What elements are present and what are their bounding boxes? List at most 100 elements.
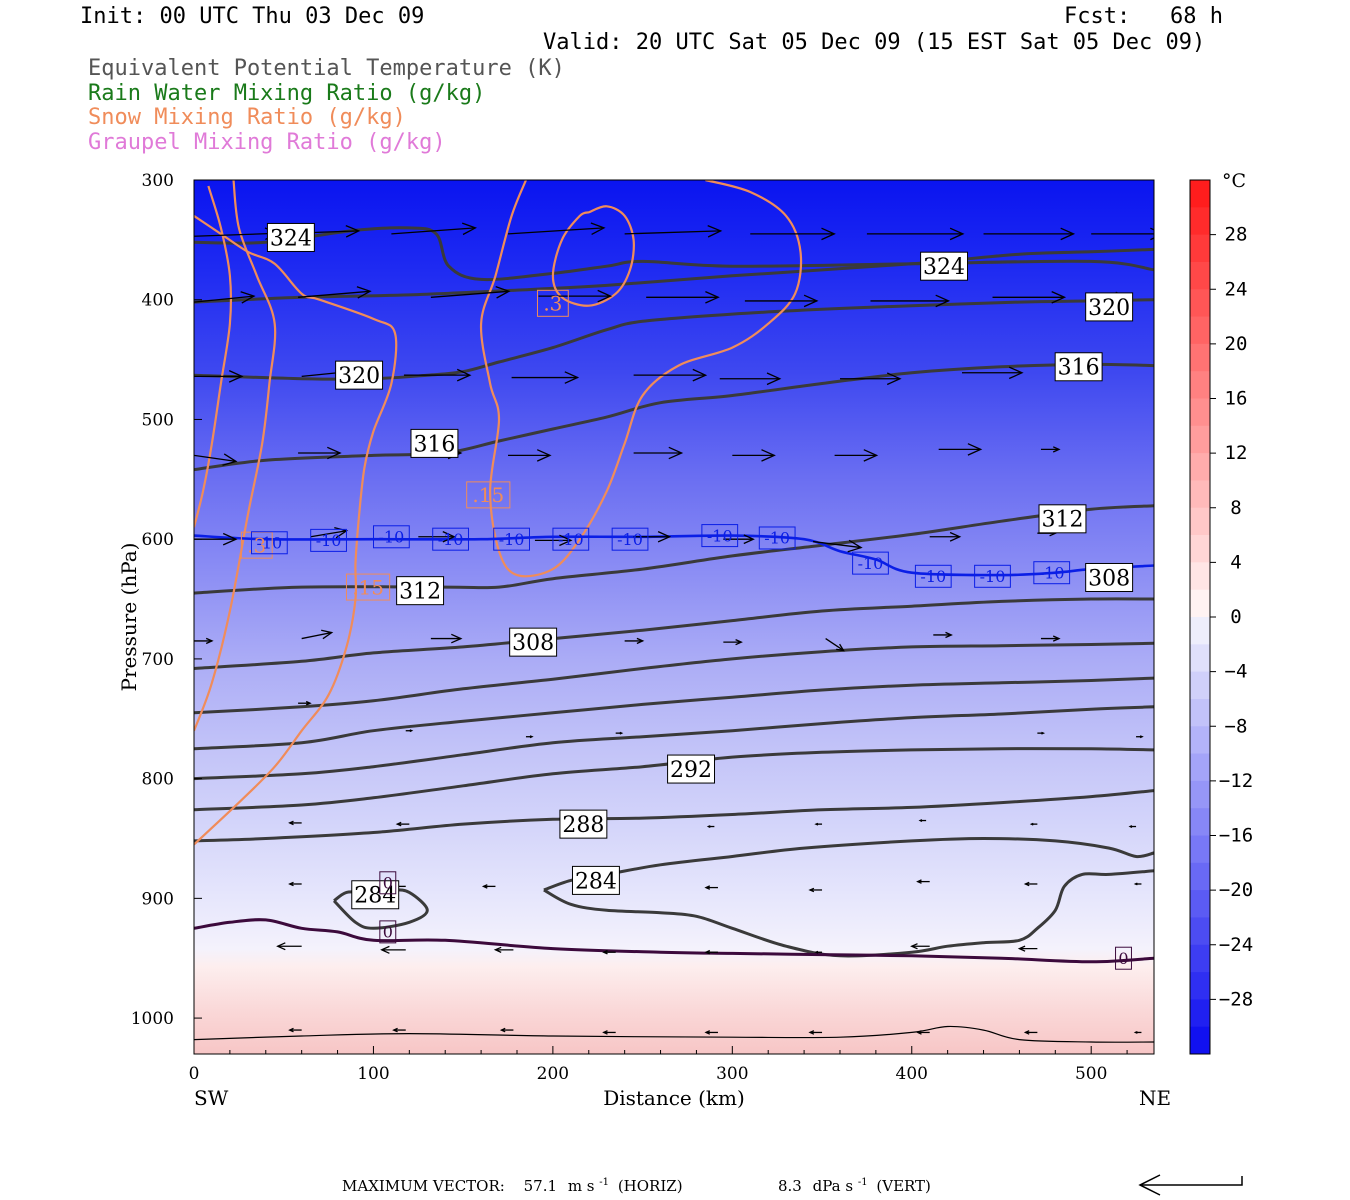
wind-vector-head [704, 1030, 711, 1035]
wind-vector [624, 224, 723, 238]
wind-vector-head [814, 950, 819, 954]
y-tick-label: 800 [142, 770, 174, 790]
valid-time: Valid: 20 UTC Sat 05 Dec 09 (15 EST Sat … [543, 30, 1206, 55]
theta-e-contour-288 [194, 789, 1154, 843]
colorbar-tick-label: 12 [1225, 442, 1248, 464]
wind-vector-head [288, 820, 294, 826]
wind-vector-head [636, 637, 645, 645]
theta-e-label-box [559, 809, 608, 839]
wind-vector [812, 539, 863, 553]
wind-vector [430, 285, 511, 299]
wind-vector [1128, 825, 1137, 828]
snow-label-text: .15 [472, 483, 504, 507]
wind-vector [723, 534, 755, 545]
vert-exp: -1 [858, 1177, 868, 1188]
colorbar-bin [1190, 917, 1210, 946]
x-left-label: SW [194, 1086, 229, 1110]
wind-vector [602, 949, 616, 955]
wind-vector-head [456, 368, 472, 382]
wind-vector-head [935, 294, 951, 308]
isotherm-label: -10 [758, 526, 796, 550]
wind-vector-head [945, 631, 953, 639]
wind-vector [194, 291, 256, 304]
isotherm-label-box [611, 527, 649, 551]
wind-vector [395, 821, 410, 827]
wind-vector [732, 449, 776, 462]
wind-vector [1040, 635, 1061, 642]
wind-vector-head [706, 825, 711, 828]
wind-vector-head [705, 291, 720, 304]
isotherm-label: -10 [310, 528, 347, 552]
theta-e-label-text: 316 [413, 432, 455, 457]
colorbar-bin [1190, 507, 1210, 536]
theta-e-label-box [667, 754, 716, 784]
wind-vector [391, 222, 477, 236]
wind-vector-head [1023, 881, 1030, 887]
theta-e-label-box [266, 222, 315, 252]
wind-vector-head [205, 637, 214, 645]
wind-vector-head [228, 370, 244, 383]
wind-vector-head [222, 532, 238, 546]
theta-e-contour-300 [194, 676, 1154, 751]
wind-vector [916, 879, 930, 884]
colorbar-bin [1190, 453, 1210, 481]
wind-vector [910, 943, 930, 950]
wind-vector-shaft [310, 530, 347, 538]
isotherm-label: -10 [432, 527, 469, 551]
snow-label: .15 [345, 573, 391, 601]
wind-vector-head [910, 943, 918, 950]
colorbar-tick-label: 24 [1225, 278, 1248, 300]
wind-vector-head [704, 885, 711, 890]
colorbar-tick-label: −8 [1225, 715, 1248, 737]
isotherm-label: -10 [852, 551, 889, 575]
isotherm-label-text: -10 [707, 526, 733, 545]
wind-vector-head [495, 285, 511, 299]
isotherm-label-box [552, 527, 590, 551]
wind-vector-head [442, 531, 456, 543]
wind-vector [992, 291, 1067, 304]
isotherm-label-text: -10 [316, 531, 342, 550]
wind-vector [1091, 227, 1154, 241]
wind-vector-head [451, 633, 463, 644]
wind-vector [719, 372, 782, 386]
isotherm-label-text: -10 [379, 528, 405, 547]
colorbar-bin [1190, 698, 1210, 727]
wind-vector-head [493, 946, 502, 953]
wind-vector-head [847, 539, 863, 553]
isotherm-label-text: 0 [383, 923, 393, 942]
wind-vector-head [668, 446, 684, 460]
wind-vector-head [222, 453, 238, 466]
wind-vector-head [814, 822, 819, 826]
colorbar-bin [1190, 617, 1210, 645]
snow-label: .15 [466, 481, 511, 509]
snow-contour [194, 214, 398, 846]
isotherm-label-box [250, 531, 288, 555]
wind-vector [744, 294, 819, 308]
horiz-unit: m s [568, 1177, 595, 1195]
isotherm-label: 0 [1115, 946, 1132, 970]
colorbar-bin [1190, 480, 1210, 509]
colorbar-tick-label: −24 [1219, 934, 1253, 956]
wind-vector [1029, 822, 1038, 826]
theta-e-label: 320 [335, 360, 384, 390]
y-tick-label: 400 [142, 291, 174, 311]
wind-vector-head [949, 227, 965, 241]
wind-vector-head [409, 729, 414, 733]
wind-vector-head [1162, 236, 1166, 239]
theta-e-label-text: 320 [1088, 296, 1130, 321]
wind-vector [933, 631, 953, 639]
x-axis-title: Distance (km) [603, 1086, 745, 1110]
wind-vector [288, 820, 302, 826]
wind-vector [646, 291, 720, 304]
wind-vector-head [392, 1027, 398, 1033]
wind-vector [723, 639, 743, 646]
wind-vector-head [863, 449, 879, 462]
wind-vector-shaft [194, 232, 279, 237]
wind-vector-head [1052, 635, 1061, 642]
wind-vector [1023, 881, 1038, 887]
theta-e-label-text: 320 [338, 364, 380, 389]
surface-pressure-line [194, 1025, 1154, 1043]
wind-vector-shaft [812, 540, 862, 549]
colorbar-bin [1190, 234, 1210, 263]
